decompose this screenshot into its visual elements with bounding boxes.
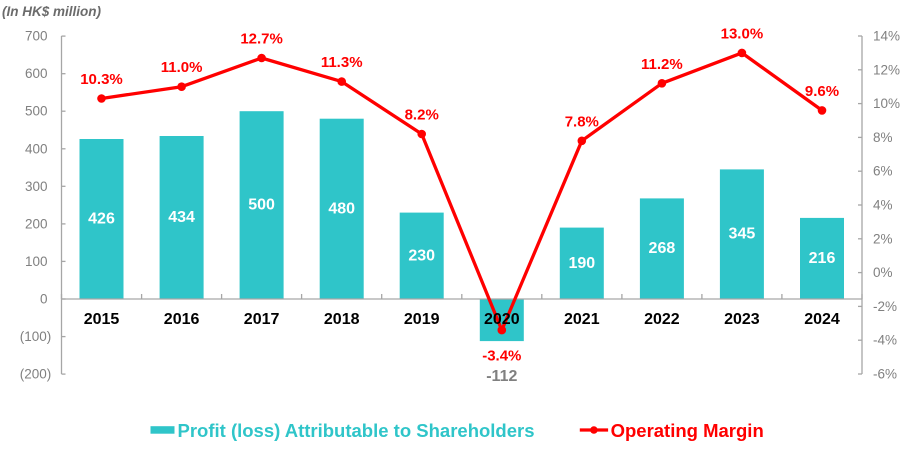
svg-text:-4%: -4% [873,333,897,348]
svg-text:190: 190 [568,255,595,272]
svg-text:(100): (100) [20,329,52,344]
svg-text:400: 400 [25,141,48,156]
svg-text:-2%: -2% [873,299,897,314]
svg-text:2018: 2018 [324,311,360,328]
svg-text:11.2%: 11.2% [641,56,683,73]
svg-text:230: 230 [408,247,435,264]
svg-text:2020: 2020 [484,311,520,328]
svg-text:2019: 2019 [404,311,440,328]
svg-text:(In HK$ million): (In HK$ million) [2,4,102,19]
svg-text:2022: 2022 [644,311,680,328]
svg-text:268: 268 [649,240,676,257]
svg-text:-112: -112 [486,368,517,385]
svg-text:480: 480 [328,200,355,217]
svg-text:100: 100 [25,254,48,269]
svg-text:8.2%: 8.2% [405,107,439,124]
svg-text:7.8%: 7.8% [565,113,599,130]
svg-text:500: 500 [25,104,48,119]
svg-text:0%: 0% [873,265,893,280]
svg-text:345: 345 [729,226,756,243]
svg-text:11.0%: 11.0% [161,59,203,76]
svg-text:2015: 2015 [84,311,120,328]
svg-text:9.6%: 9.6% [805,83,839,100]
svg-text:11.3%: 11.3% [321,54,363,71]
svg-text:700: 700 [25,29,48,44]
svg-text:6%: 6% [873,164,893,179]
svg-text:2%: 2% [873,231,893,246]
svg-text:8%: 8% [873,130,893,145]
svg-text:14%: 14% [873,29,900,44]
svg-text:4%: 4% [873,198,893,213]
svg-text:500: 500 [248,197,275,214]
svg-text:300: 300 [25,179,48,194]
svg-text:12%: 12% [873,62,900,77]
svg-text:13.0%: 13.0% [721,25,764,42]
svg-text:-3.4%: -3.4% [482,348,521,365]
svg-text:Profit (loss) Attributable to: Profit (loss) Attributable to Shareholde… [178,420,535,441]
svg-text:2024: 2024 [804,311,840,328]
svg-text:Operating Margin: Operating Margin [611,420,764,441]
svg-text:10.3%: 10.3% [80,71,123,88]
svg-text:200: 200 [25,216,48,231]
svg-text:2023: 2023 [724,311,760,328]
svg-text:216: 216 [809,250,836,267]
svg-text:2021: 2021 [564,311,600,328]
svg-text:12.7%: 12.7% [240,31,283,48]
svg-text:434: 434 [168,209,195,226]
svg-text:0: 0 [40,292,48,307]
svg-text:-6%: -6% [873,367,897,382]
svg-text:2017: 2017 [244,311,280,328]
svg-text:(200): (200) [20,367,52,382]
svg-text:2016: 2016 [164,311,200,328]
svg-text:10%: 10% [873,96,900,111]
svg-text:600: 600 [25,66,48,81]
svg-text:426: 426 [88,211,115,228]
